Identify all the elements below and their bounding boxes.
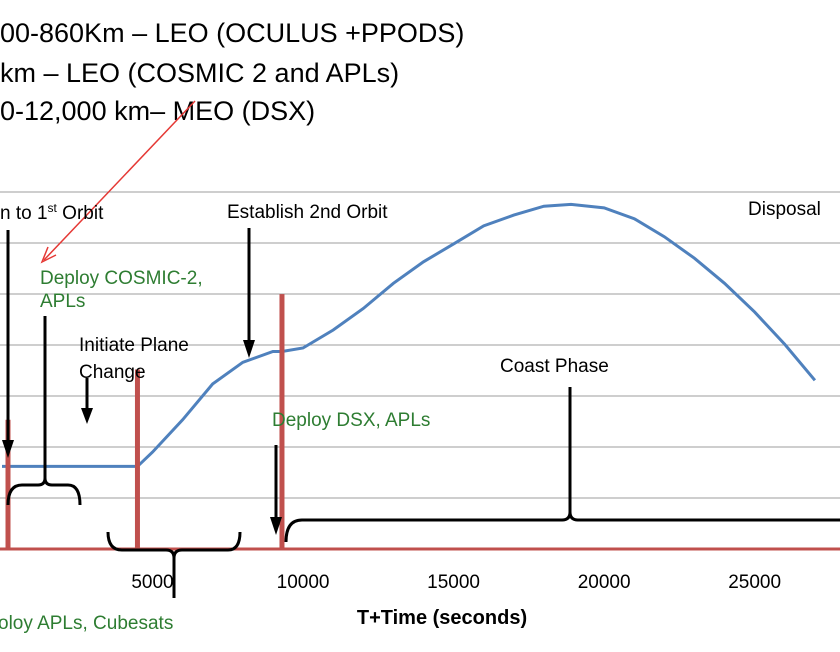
- x-tick-label: 15000: [427, 572, 480, 593]
- x-tick-labels: 5000 10000 15000 20000 25000: [131, 572, 781, 593]
- x-tick-label: 25000: [728, 572, 781, 593]
- x-axis-label: T+Time (seconds): [357, 607, 527, 629]
- burn-spike: [134, 369, 140, 549]
- annotation-braces: [6, 477, 840, 559]
- annotation-change: Change: [79, 362, 146, 383]
- annotation-deploy-cosmic-apls: APLs: [40, 291, 85, 312]
- burn-markers: [5, 294, 285, 549]
- annotation-initiate-plane: Initiate Plane: [79, 335, 189, 356]
- annotation-deploy-apls-cubesats: oloy APLs, Cubesats: [0, 613, 173, 634]
- red-pointer-arrow: [40, 100, 196, 264]
- burn-spike: [279, 294, 285, 549]
- header-line-1: 00-860Km – LEO (OCULUS +PPODS): [0, 18, 465, 48]
- x-tick-label: 5000: [131, 572, 173, 593]
- header-line-3: 0-12,000 km– MEO (DSX): [0, 96, 316, 126]
- x-tick-label: 10000: [277, 572, 330, 593]
- annotation-disposal: Disposal: [748, 199, 821, 220]
- x-tick-label: 20000: [578, 572, 631, 593]
- annotation-deploy-cosmic: Deploy COSMIC-2,: [40, 268, 203, 289]
- altitude-line: [2, 202, 817, 468]
- annotation-arrows: [2, 228, 572, 598]
- gridlines: [0, 191, 840, 499]
- header-line-2: km – LEO (COSMIC 2 and APLs): [0, 58, 400, 88]
- annotation-coast-phase: Coast Phase: [500, 356, 609, 377]
- burn-spike: [5, 419, 11, 549]
- annotation-transfer-first-orbit: n to 1st Orbit: [0, 201, 104, 224]
- annotation-deploy-dsx: Deploy DSX, APLs: [272, 410, 430, 431]
- annotation-establish-second-orbit: Establish 2nd Orbit: [227, 202, 388, 223]
